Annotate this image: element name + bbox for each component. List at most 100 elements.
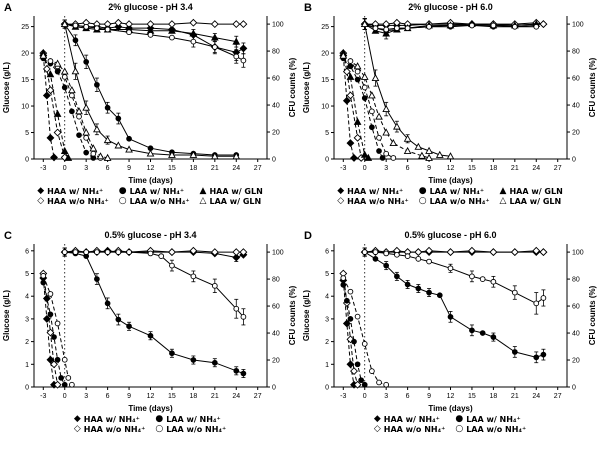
y-axis-label-right: CFU counts (%): [588, 57, 597, 117]
triangle-marker: [353, 62, 362, 70]
circle-marker: [347, 288, 354, 295]
diamond-marker: [425, 246, 433, 255]
circle-marker: [240, 313, 247, 320]
diamond-open-icon: ◇: [73, 424, 81, 434]
circle-marker: [390, 155, 397, 161]
circle-marker: [369, 108, 375, 115]
triangle-marker: [39, 51, 48, 59]
x-tick-label: 12: [147, 393, 155, 400]
diamond-marker: [210, 20, 219, 29]
left-tick-label: 5: [325, 271, 329, 278]
circle-marker: [115, 249, 122, 255]
circle-marker: [361, 381, 368, 388]
series-line: [342, 55, 355, 159]
circle-marker: [383, 26, 390, 33]
diamond-marker: [46, 133, 55, 142]
legend-label: LAA w/o NH₄⁺: [129, 197, 190, 206]
left-tick-label: 1: [325, 362, 329, 369]
legend-label: LAA w/ GLN: [509, 197, 562, 206]
circle-marker: [83, 59, 90, 65]
y-axis-label-left: Glucose (g/L): [302, 62, 311, 113]
circle-marker: [61, 381, 68, 388]
x-tick-label: 3: [84, 393, 88, 400]
left-tick-label: 15: [21, 77, 29, 84]
circle-marker: [72, 22, 79, 29]
y-axis-label-right: CFU counts (%): [288, 285, 297, 345]
triangle-marker: [89, 144, 98, 152]
panel-D: D 0.5% glucose - pH 6.0 -3 0 3 6 9 12 15 18 21 24 27…: [300, 228, 600, 456]
circle-marker: [104, 249, 111, 255]
diamond-marker: [53, 380, 62, 389]
circle-marker: [426, 258, 432, 265]
circle-marker: [469, 327, 475, 334]
diamond-marker: [346, 91, 355, 100]
legend-label: HAA w/o NH₄⁺: [83, 425, 146, 434]
legend-label: HAA w/ NH₄⁺: [383, 415, 440, 424]
legend-label: HAA w/ GLN: [509, 187, 563, 196]
left-tick-label: 6: [325, 248, 329, 255]
circle-marker: [94, 81, 100, 88]
circle-marker: [51, 334, 57, 340]
x-tick-label: 6: [406, 393, 410, 400]
panel-title: 0.5% glucose - pH 6.0: [404, 230, 496, 240]
triangle-filled-icon: ▲: [199, 186, 207, 196]
diamond-marker: [189, 246, 198, 255]
panel-letter: B: [304, 2, 312, 14]
circle-marker: [147, 250, 154, 257]
circle-marker: [347, 58, 354, 64]
triangle-marker: [418, 151, 426, 159]
circle-marker: [44, 295, 50, 302]
circle-marker: [83, 149, 90, 156]
circle-marker: [372, 255, 379, 262]
series-line: [43, 55, 101, 159]
right-tick-label: 60: [572, 304, 580, 311]
x-tick-label: 15: [168, 165, 176, 172]
circle-marker: [69, 108, 75, 115]
right-tick-label: 20: [572, 358, 580, 365]
circle-marker: [415, 285, 422, 292]
right-tick-label: 80: [272, 49, 280, 56]
circle-marker: [54, 356, 61, 363]
panel-C-chart: C 0.5% glucose - pH 3.4-3 0 3 6 9 12 15 18 21 24 27…: [2, 230, 297, 413]
triangle-marker: [82, 103, 91, 111]
left-tick-label: 0: [25, 385, 29, 392]
triangle-marker: [60, 146, 69, 155]
x-tick-label: 21: [511, 165, 519, 172]
circle-marker: [351, 338, 357, 345]
circle-marker: [40, 272, 47, 279]
diamond-marker: [446, 248, 455, 257]
circle-marker: [47, 291, 54, 297]
circle-marker: [511, 23, 518, 30]
triangle-marker: [82, 128, 91, 136]
circle-marker: [379, 155, 386, 161]
circle-marker: [533, 300, 540, 307]
series-line: [42, 55, 55, 158]
legend-label: LAA w/o NH₄⁺: [466, 425, 527, 434]
diamond-marker: [168, 248, 176, 257]
right-tick-label: 100: [272, 250, 284, 257]
right-tick-label: 100: [272, 22, 284, 29]
left-tick-label: 15: [321, 77, 329, 84]
circle-marker: [436, 292, 443, 299]
series-line: [343, 55, 394, 159]
triangle-marker: [189, 29, 198, 37]
legend-item: ◆ HAA w/ NH₄⁺: [337, 187, 409, 197]
diamond-filled-icon: ◆: [73, 414, 81, 424]
diamond-marker: [46, 86, 55, 95]
diamond-marker: [239, 20, 248, 29]
triangle-marker: [210, 152, 219, 160]
x-tick-label: 27: [254, 165, 262, 172]
legend-label: LAA w/ NH₄⁺: [466, 415, 521, 424]
left-tick-label: 20: [321, 51, 329, 58]
x-axis-label: Time (days): [128, 176, 173, 185]
y-axis-label-right: CFU counts (%): [288, 57, 297, 117]
diamond-marker: [46, 355, 55, 364]
diamond-marker: [239, 248, 248, 257]
circle-filled-icon: ●: [418, 186, 427, 196]
x-tick-label: 0: [363, 393, 367, 400]
right-tick-label: 60: [272, 76, 280, 83]
triangle-marker: [64, 153, 73, 161]
x-tick-label: 21: [211, 165, 219, 172]
triangle-marker: [68, 86, 76, 94]
